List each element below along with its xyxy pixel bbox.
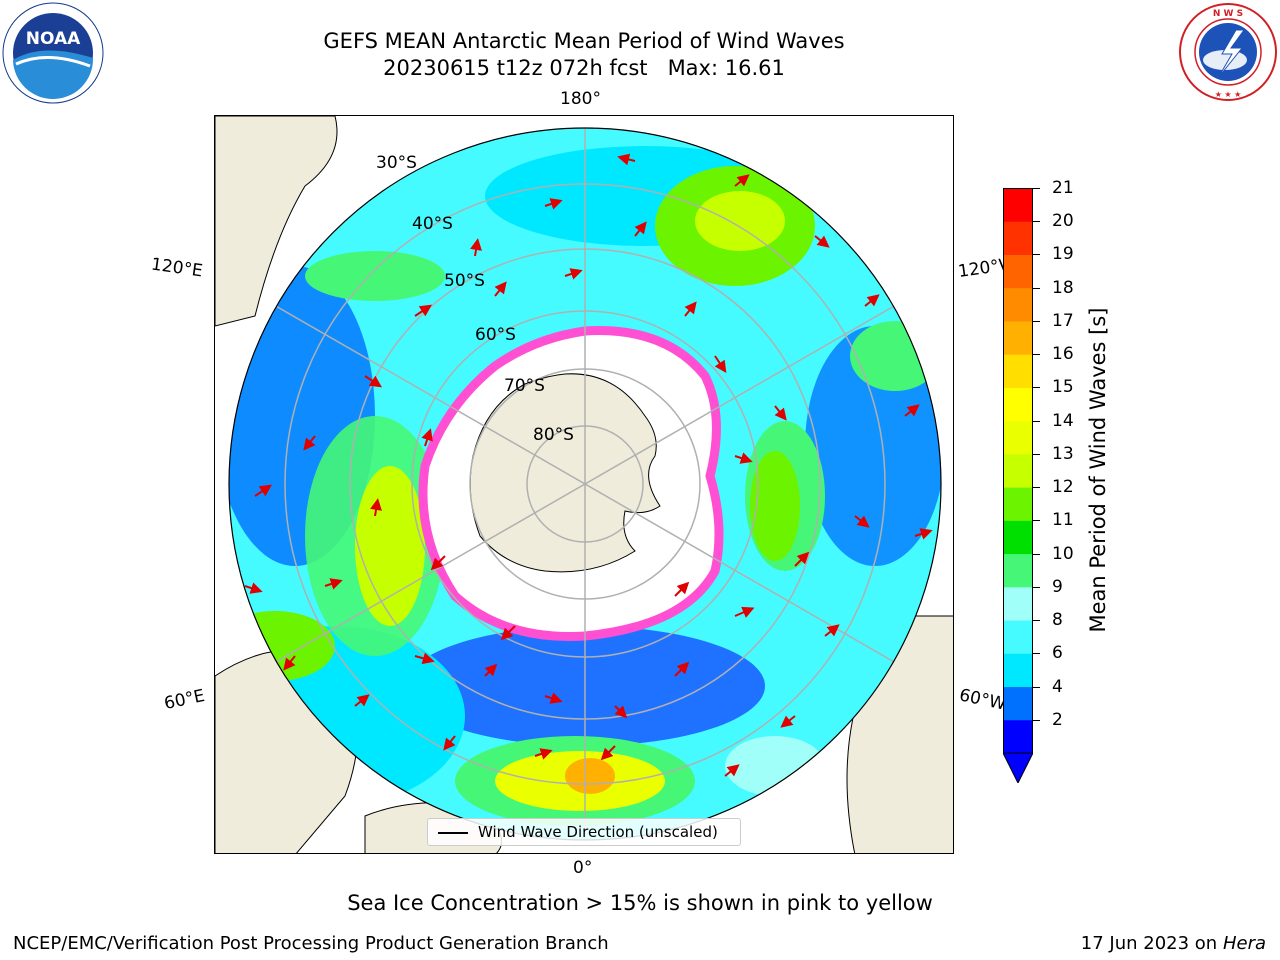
colorbar-tick-label: 16: [1052, 344, 1074, 365]
svg-text:N W S: N W S: [1213, 9, 1243, 19]
colorbar-tick-mark: [1033, 254, 1040, 256]
colorbar-segment: [1003, 354, 1033, 388]
colorbar-segment: [1003, 320, 1033, 355]
footer-credit: NCEP/EMC/Verification Post Processing Pr…: [13, 933, 609, 954]
legend-label: Wind Wave Direction (unscaled): [478, 823, 718, 841]
colorbar-tick-label: 12: [1052, 477, 1074, 498]
nws-logo: N W S ★ ★ ★: [1178, 2, 1278, 102]
colorbar-tick-mark: [1033, 453, 1040, 455]
colorbar-tick-label: 14: [1052, 410, 1074, 431]
footer-date: 17 Jun 2023 on Hera: [1081, 933, 1266, 954]
lat-label-40s: 40°S: [412, 214, 453, 234]
colorbar-segment: [1003, 686, 1033, 721]
colorbar-tick-mark: [1033, 221, 1040, 223]
colorbar-tick-mark: [1033, 487, 1040, 489]
colorbar-tick-mark: [1033, 320, 1040, 322]
colorbar-tick-mark: [1033, 287, 1040, 289]
colorbar-segment: [1003, 254, 1033, 289]
colorbar-tick-label: 17: [1052, 310, 1074, 331]
colorbar-segment: [1003, 719, 1033, 754]
colorbar-tick-mark: [1033, 653, 1040, 655]
sea-ice-note: Sea Ice Concentration > 15% is shown in …: [347, 891, 933, 915]
graticule: [229, 128, 941, 840]
map-legend: Wind Wave Direction (unscaled): [427, 818, 741, 846]
noaa-logo-text: NOAA: [26, 29, 81, 49]
colorbar-segment: [1003, 653, 1033, 688]
colorbar-tick-label: 6: [1052, 643, 1063, 664]
colorbar-segment: [1003, 620, 1033, 654]
colorbar-tick-label: 10: [1052, 543, 1074, 564]
lon-label-60e: 60°E: [162, 685, 207, 715]
colorbar-tick-label: 9: [1052, 576, 1063, 597]
lat-label-30s: 30°S: [376, 153, 417, 173]
colorbar-segment: [1003, 387, 1033, 422]
colorbar-segment: [1003, 487, 1033, 521]
colorbar-segment: [1003, 553, 1033, 588]
colorbar-tick-label: 21: [1052, 178, 1074, 198]
colorbar-tick-mark: [1033, 620, 1040, 622]
lat-label-60s: 60°S: [475, 325, 516, 345]
footer-machine: Hera: [1222, 933, 1266, 954]
lat-label-50s: 50°S: [444, 271, 485, 291]
colorbar-segment: [1003, 453, 1033, 488]
lat-label-80s: 80°S: [533, 425, 574, 445]
colorbar-tick-mark: [1033, 553, 1040, 555]
colorbar-segment: [1003, 420, 1033, 455]
colorbar-tick-label: 11: [1052, 510, 1074, 531]
colorbar-segment: [1003, 287, 1033, 322]
colorbar-tick-label: 13: [1052, 443, 1074, 464]
colorbar-tick-mark: [1033, 188, 1040, 189]
lon-label-120e: 120°E: [149, 254, 204, 282]
colorbar-tick-label: 19: [1052, 244, 1074, 265]
polar-map: [214, 115, 954, 854]
chart-title: GEFS MEAN Antarctic Mean Period of Wind …: [323, 29, 845, 53]
colorbar-tick-mark: [1033, 520, 1040, 522]
colorbar-tick-mark: [1033, 586, 1040, 588]
colorbar-extension: [1003, 752, 1033, 783]
australia-land: [215, 116, 338, 327]
colorbar-tick-mark: [1033, 387, 1040, 389]
colorbar-tick-mark: [1033, 420, 1040, 422]
lat-label-70s: 70°S: [504, 376, 545, 396]
colorbar-tick-label: 20: [1052, 211, 1074, 232]
svg-text:★ ★ ★: ★ ★ ★: [1215, 90, 1242, 99]
lon-label-180: 180°: [560, 89, 601, 109]
lon-label-60w: 60°W: [957, 685, 1008, 715]
colorbar-border: [1003, 188, 1033, 754]
colorbar-tick-label: 15: [1052, 377, 1074, 398]
colorbar-tick-mark: [1033, 686, 1040, 688]
colorbar-segment: [1003, 586, 1033, 621]
colorbar-tick-label: 18: [1052, 277, 1074, 298]
colorbar-tick-mark: [1033, 354, 1040, 356]
noaa-logo: NOAA: [2, 2, 104, 104]
colorbar-tick-label: 8: [1052, 610, 1063, 631]
colorbar-tick-label: 2: [1052, 709, 1063, 730]
polar-map-svg: [215, 116, 953, 853]
colorbar: [1003, 188, 1033, 783]
colorbar-segment: [1003, 520, 1033, 555]
lon-label-0: 0°: [573, 858, 593, 878]
colorbar-label: Mean Period of Wind Waves [s]: [1086, 307, 1110, 633]
colorbar-tick-mark: [1033, 719, 1040, 721]
legend-line-swatch: [438, 832, 468, 834]
colorbar-segment: [1003, 221, 1033, 255]
footer-date-text: 17 Jun 2023 on: [1080, 933, 1218, 954]
colorbar-segment: [1003, 188, 1033, 222]
wind-wave-arrows: [244, 153, 933, 777]
chart-subtitle: 20230615 t12z 072h fcst Max: 16.61: [383, 56, 785, 80]
colorbar-tick-label: 4: [1052, 676, 1063, 697]
